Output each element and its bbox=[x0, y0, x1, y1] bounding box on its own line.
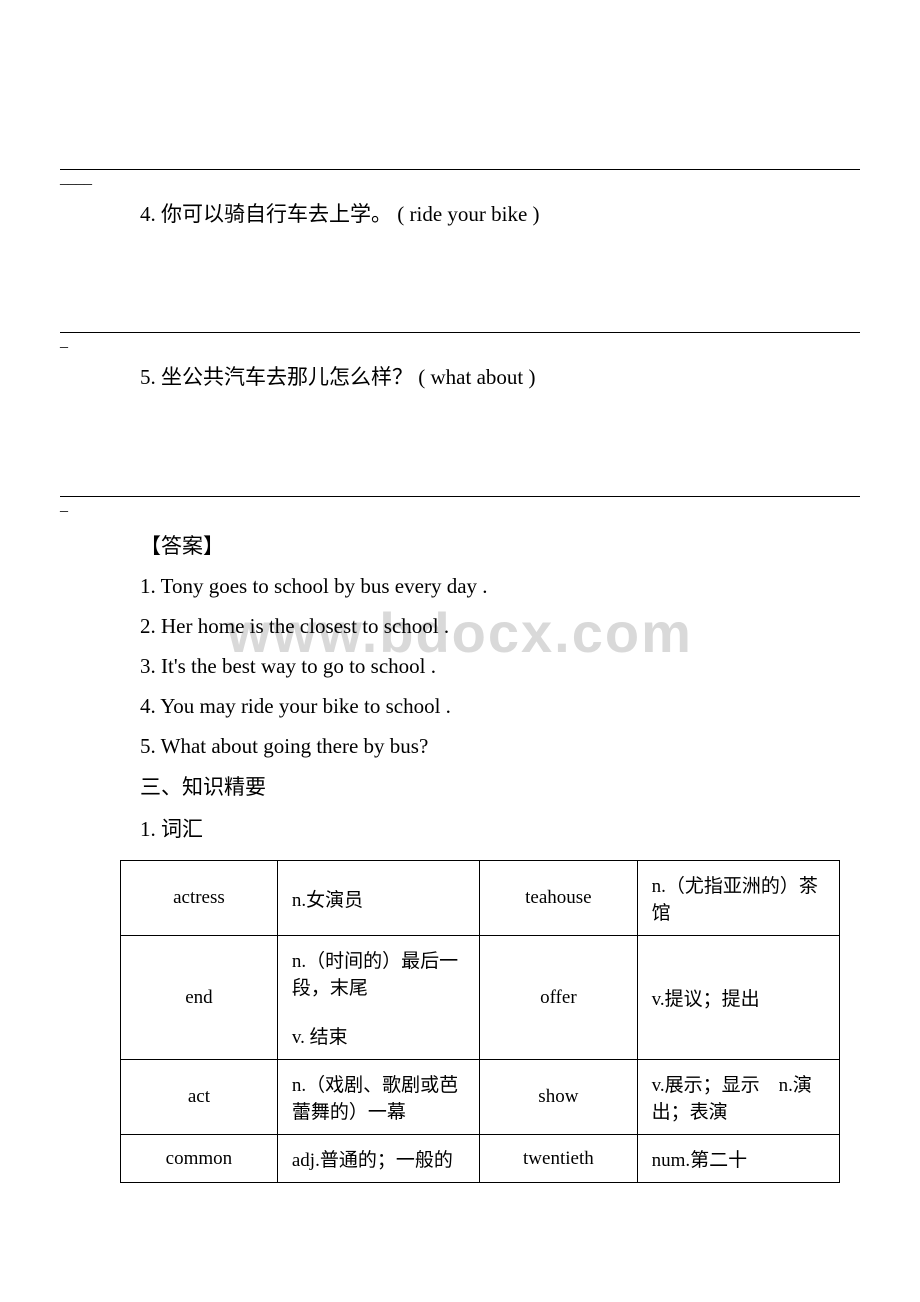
vocab-def: n.（戏剧、歌剧或芭蕾舞的）一幕 bbox=[277, 1060, 479, 1135]
vocab-def: adj.普通的；一般的 bbox=[277, 1135, 479, 1183]
vocab-def: num.第二十 bbox=[637, 1135, 839, 1183]
table-row: common adj.普通的；一般的 twentieth num.第二十 bbox=[121, 1135, 840, 1183]
vocab-word: show bbox=[480, 1060, 638, 1135]
answer-4: 4. You may ride your bike to school . bbox=[140, 687, 860, 727]
vocab-def: n.（时间的）最后一段，末尾 v. 结束 bbox=[277, 936, 479, 1060]
blank-line-tail-3: _ bbox=[60, 497, 860, 515]
vocab-def: n.（尤指亚洲的）茶馆 bbox=[637, 861, 839, 936]
vocab-word: end bbox=[121, 936, 278, 1060]
answer-3: 3. It's the best way to go to school . bbox=[140, 647, 860, 687]
question-4: 4. 你可以骑自行车去上学。 ( ride your bike ) bbox=[140, 196, 860, 234]
question-5-hint: ( what about ) bbox=[418, 365, 535, 389]
vocab-word: twentieth bbox=[480, 1135, 638, 1183]
subsection-1-heading: 1. 词汇 bbox=[140, 808, 860, 850]
question-5-chinese: 坐公共汽车去那儿怎么样？ bbox=[161, 365, 413, 389]
question-4-hint: ( ride your bike ) bbox=[397, 202, 539, 226]
question-4-number: 4. bbox=[140, 202, 156, 226]
question-5: 5. 坐公共汽车去那儿怎么样？ ( what about ) bbox=[140, 359, 860, 397]
table-row: actress n.女演员 teahouse n.（尤指亚洲的）茶馆 bbox=[121, 861, 840, 936]
vocab-def: v.提议；提出 bbox=[637, 936, 839, 1060]
question-5-number: 5. bbox=[140, 365, 156, 389]
blank-line-tail-1: ____ bbox=[60, 170, 860, 188]
answers-heading: 【答案】 bbox=[140, 525, 860, 567]
answer-blank-line bbox=[60, 140, 860, 170]
table-row: end n.（时间的）最后一段，末尾 v. 结束 offer v.提议；提出 bbox=[121, 936, 840, 1060]
section-3-heading: 三、知识精要 bbox=[140, 766, 860, 808]
answer-1: 1. Tony goes to school by bus every day … bbox=[140, 567, 860, 607]
answer-2: 2. Her home is the closest to school . bbox=[140, 607, 860, 647]
answer-5: 5. What about going there by bus? bbox=[140, 727, 860, 767]
vocab-word: teahouse bbox=[480, 861, 638, 936]
vocab-word: offer bbox=[480, 936, 638, 1060]
vocab-def: v.展示；显示 n.演出；表演 bbox=[637, 1060, 839, 1135]
vocab-word: common bbox=[121, 1135, 278, 1183]
blank-line-tail-2: _ bbox=[60, 333, 860, 351]
vocab-def: n.女演员 bbox=[277, 861, 479, 936]
answer-blank-line bbox=[60, 467, 860, 497]
question-4-chinese: 你可以骑自行车去上学。 bbox=[161, 202, 392, 226]
table-row: act n.（戏剧、歌剧或芭蕾舞的）一幕 show v.展示；显示 n.演出；表… bbox=[121, 1060, 840, 1135]
vocabulary-table: actress n.女演员 teahouse n.（尤指亚洲的）茶馆 end n… bbox=[120, 860, 840, 1183]
vocab-word: actress bbox=[121, 861, 278, 936]
vocab-word: act bbox=[121, 1060, 278, 1135]
answer-blank-line bbox=[60, 304, 860, 334]
